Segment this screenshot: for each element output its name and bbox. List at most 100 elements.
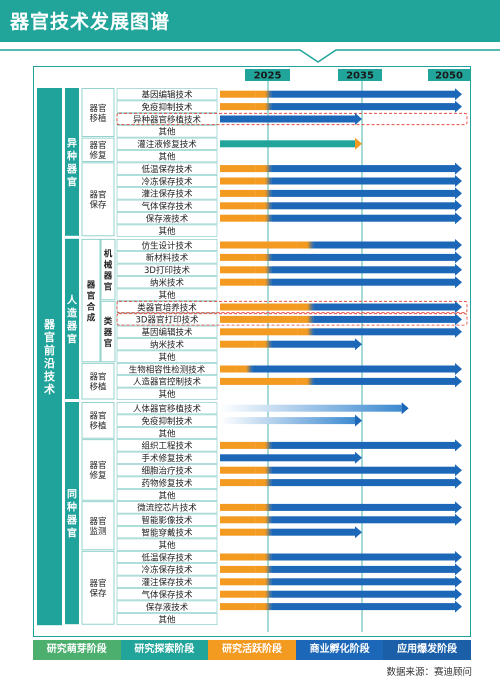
category-label-char: 官 [67,527,77,540]
tech-label: 人体器官移植技术 [133,404,202,415]
group-label: 移植 [89,421,107,432]
stage-segment-transition [255,516,272,524]
group-box [81,439,115,501]
stage-segment-transition [297,377,314,385]
group-label-char: 器 [86,280,96,290]
timeline-arrowhead [455,551,462,563]
stage-segment-active [220,479,256,487]
stage-segment-commercial [271,590,455,598]
category-bar [65,88,79,236]
year-label: 2050 [435,71,463,82]
timeline-arrowhead [455,600,462,613]
group-label: 器官 [89,190,106,201]
stage-segment-transition [255,553,272,561]
tech-row [116,338,218,351]
stage-segment-transition [255,266,272,274]
tech-label: 细胞治疗技术 [141,466,193,477]
legend-stage-1: 研究探索阶段 [120,640,209,660]
tech-label: 灌注液修复技术 [137,139,197,150]
tech-label: 3D打印技术 [144,265,190,276]
timeline-arrowhead [455,363,462,375]
timeline-arrowhead [401,402,409,415]
timeline-arrowhead [455,301,462,313]
tech-label: 低温保存技术 [141,552,193,563]
group-box [81,162,115,237]
tech-row [116,563,218,576]
stage-segment-active [220,503,256,511]
group-label: 器官 [89,460,106,471]
tech-label: 纳米技术 [150,340,185,351]
tech-label: 其他 [158,352,176,363]
tech-label: 保存液技术 [146,602,189,613]
tech-row [116,350,218,363]
stage-segment-transition [255,214,272,222]
tech-row [116,150,218,163]
stage-segment-transition [255,441,272,449]
stage-segment-commercial [271,479,455,487]
highlight-box [116,313,468,326]
legend-stage-2: 研究活跃阶段 [208,640,296,660]
tech-row [116,588,218,601]
timeline-arrowhead [455,563,462,576]
tech-label: 气体保存技术 [141,590,193,601]
timeline-arrowhead [455,575,462,588]
tech-label: 纳米技术 [150,278,185,289]
tech-label: 其他 [158,490,176,501]
stage-segment-transition [255,177,272,185]
stage-segment-commercial [271,603,455,611]
stage-segment-transition [255,202,272,210]
tech-label: 其他 [158,152,176,163]
tech-row [116,199,218,212]
stage-segment-commercial [271,165,455,173]
group-box [81,550,115,625]
subgroup-label-char: 类 [104,316,113,327]
group-label-char: 成 [87,312,96,323]
tech-row [116,100,218,113]
timeline-arrowhead [355,338,362,351]
tech-row [116,276,218,289]
timeline-arrowhead [455,88,462,101]
subgroup-label-char: 械 [104,259,113,270]
tech-label: 仿生设计技术 [141,240,193,251]
timeline-arrowhead [455,175,462,187]
stage-segment-transition [255,466,272,474]
root-label-char: 前 [44,343,55,357]
tech-row [116,526,218,539]
stage-segment-active [220,315,298,323]
legend-stage-3: 商业孵化阶段 [295,640,384,660]
stage-segment-transition [297,328,314,336]
timeline-arrowhead [355,137,362,150]
group-box [81,137,115,162]
timeline-arrowhead [455,501,462,514]
stage-segment-active [220,365,237,373]
tech-row [116,212,218,225]
tech-row [116,251,218,264]
tech-row [116,239,218,252]
group-label: 移植 [89,381,107,392]
stage-segment-active [220,202,256,210]
tech-label: 微流控芯片技术 [137,503,197,514]
stage-segment-commercial [271,441,455,449]
stage-segment-exploration [220,140,355,148]
tech-row [116,439,218,452]
highlight-box [116,112,468,126]
roadmap-frame [33,66,471,637]
group-box [81,238,101,363]
stage-segment-transition [255,90,272,98]
stage-segment-active [220,603,256,611]
highlight-box [116,300,468,314]
group-label: 移植 [89,113,107,124]
tech-label: 免疫抑制技术 [141,416,193,427]
stage-segment-transition [255,528,272,536]
timeline-arrowhead [355,113,362,125]
stage-segment-active [220,528,256,536]
stage-segment-active [220,328,298,336]
stage-segment-commercial [271,578,455,586]
group-box [81,88,115,137]
stage-segment-commercial [271,565,455,573]
year-box [245,69,290,81]
category-label-char: 造 [67,307,78,320]
group-label: 修复 [89,470,107,481]
category-label-char: 种 [66,501,77,514]
